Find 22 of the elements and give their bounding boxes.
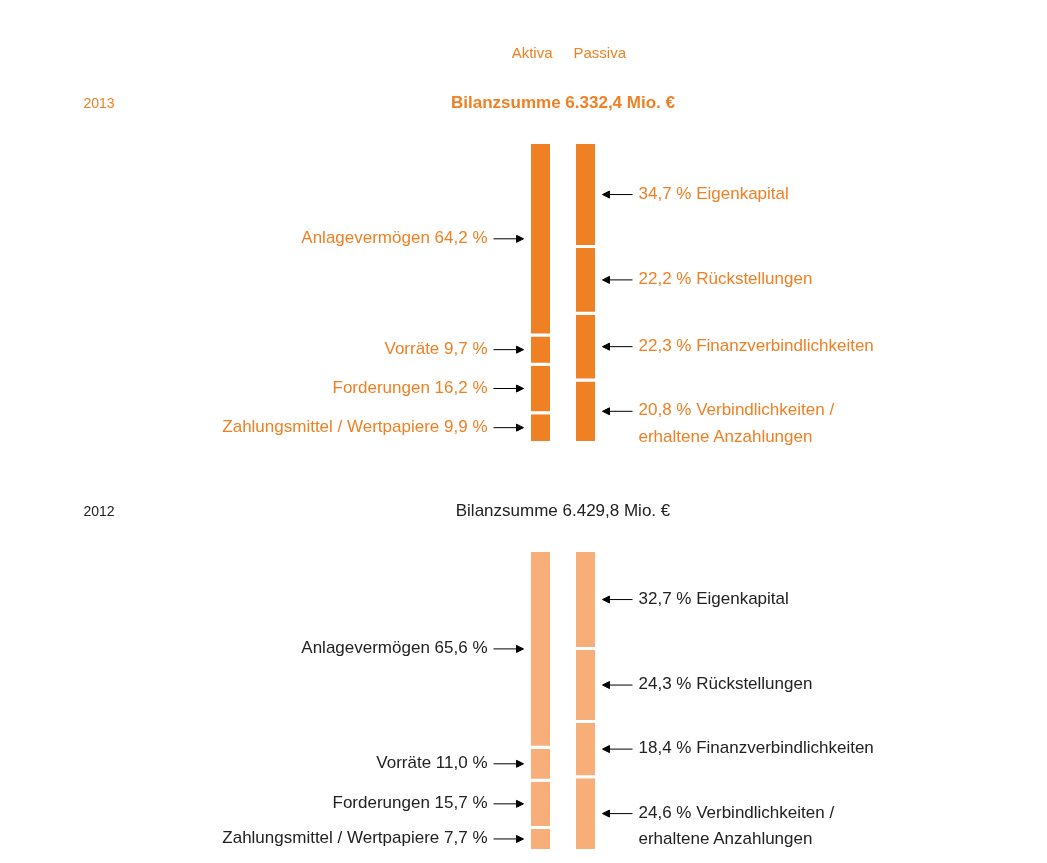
chart-title: Bilanzsumme 6.332,4 Mio. €	[451, 93, 676, 112]
data-label: Anlagevermögen 64,2 %	[301, 227, 488, 247]
data-label: Zahlungsmittel / Wertpapiere 9,9 %	[222, 416, 488, 436]
text: 2012	[83, 502, 115, 519]
x-tick-label: Aktiva	[511, 44, 554, 61]
data-label: Zahlungsmittel / Wertpapiere 7,7 %	[222, 827, 488, 847]
text: 2013	[83, 94, 115, 111]
data-label: Vorräte 9,7 %	[384, 338, 488, 358]
data-label: Anlagevermögen 65,6 %	[301, 637, 488, 657]
data-label: 32,7 % Eigenkapital	[638, 588, 789, 608]
data-label: Vorräte 11,0 %	[376, 752, 488, 772]
data-label: 34,7 % Eigenkapital	[638, 183, 789, 203]
data-label: 24,6 % Verbindlichkeiten / erhaltene Anzahlungen	[638, 802, 835, 849]
chart-title: Bilanzsumme 6.429,8 Mio. €	[455, 501, 671, 520]
x-tick-label: Passiva	[573, 44, 627, 61]
data-label: Forderungen 16,2 %	[332, 377, 488, 397]
data-label: 24,3 % Rückstellungen	[638, 674, 813, 694]
data-label: 22,3 % Finanzverbindlichkeiten	[638, 335, 874, 355]
data-label: 18,4 % Finanzverbindlichkeiten	[638, 738, 874, 758]
data-label: Forderungen 15,7 %	[332, 792, 488, 812]
data-label: 20,8 % Verbindlichkeiten / erhaltene Anzahlungen	[638, 400, 835, 446]
data-label: 22,2 % Rückstellungen	[638, 268, 813, 288]
